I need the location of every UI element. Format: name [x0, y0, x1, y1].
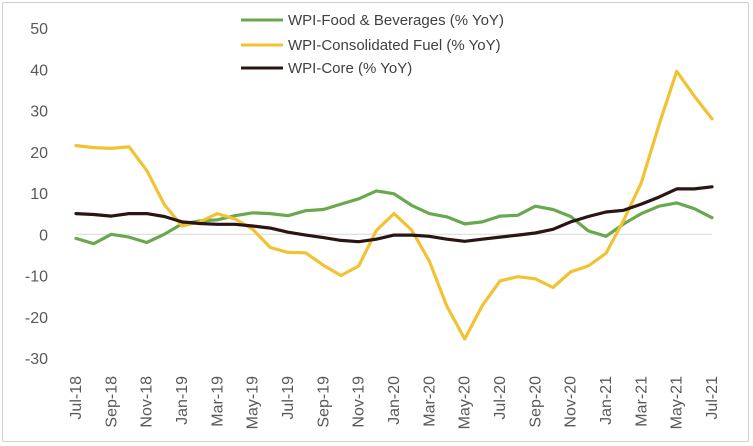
x-tick-label: Jul-21 — [704, 376, 721, 420]
legend-label-food: WPI-Food & Beverages (% YoY) — [288, 12, 504, 29]
y-tick-label: 0 — [39, 227, 48, 244]
y-tick-label: -20 — [25, 310, 48, 327]
x-tick-label: Sep-20 — [527, 376, 544, 428]
x-tick-label: May-21 — [669, 376, 686, 429]
legend-item-core: WPI-Core (% YoY) — [241, 60, 412, 77]
x-tick-label: Mar-21 — [633, 376, 650, 427]
y-tick-label: 20 — [30, 145, 48, 162]
series-lines — [74, 69, 714, 341]
x-tick-label: Jul-18 — [68, 376, 85, 420]
y-tick-label: 40 — [30, 62, 48, 79]
legend-item-fuel: WPI-Consolidated Fuel (% YoY) — [241, 37, 501, 54]
series-line-3 — [74, 185, 714, 244]
x-tick-label: Sep-18 — [103, 376, 120, 428]
x-tick-label: May-19 — [245, 376, 262, 429]
y-tick-label: 30 — [30, 104, 48, 121]
y-tick-label: -30 — [25, 351, 48, 368]
legend-item-food: WPI-Food & Beverages (% YoY) — [241, 12, 504, 29]
x-tick-label: Jan-21 — [598, 376, 615, 425]
legend: WPI-Food & Beverages (% YoY) WPI-Consoli… — [241, 12, 504, 77]
x-tick-label: May-20 — [457, 376, 474, 429]
y-tick-label: -10 — [25, 269, 48, 286]
legend-label-core: WPI-Core (% YoY) — [288, 60, 412, 77]
x-tick-label: Sep-19 — [315, 376, 332, 428]
x-tick-label: Nov-19 — [351, 376, 368, 428]
x-tick-label: Nov-20 — [563, 376, 580, 428]
x-tick-label: Jul-20 — [492, 376, 509, 420]
y-tick-label: 10 — [30, 186, 48, 203]
x-tick-label: Jan-19 — [174, 376, 191, 425]
x-tick-label: Mar-20 — [421, 376, 438, 427]
legend-label-fuel: WPI-Consolidated Fuel (% YoY) — [288, 37, 501, 54]
series-line-2 — [74, 69, 714, 341]
x-tick-label: Jul-19 — [280, 376, 297, 420]
x-tick-label: Mar-19 — [209, 376, 226, 427]
x-tick-label: Jan-20 — [386, 376, 403, 425]
y-tick-label: 50 — [30, 21, 48, 38]
axes: -30 -20 -10 0 10 20 30 40 50 Jul-18 Sep-18 Nov-18 Ja… — [25, 21, 721, 429]
x-tick-label: Nov-18 — [139, 376, 156, 428]
